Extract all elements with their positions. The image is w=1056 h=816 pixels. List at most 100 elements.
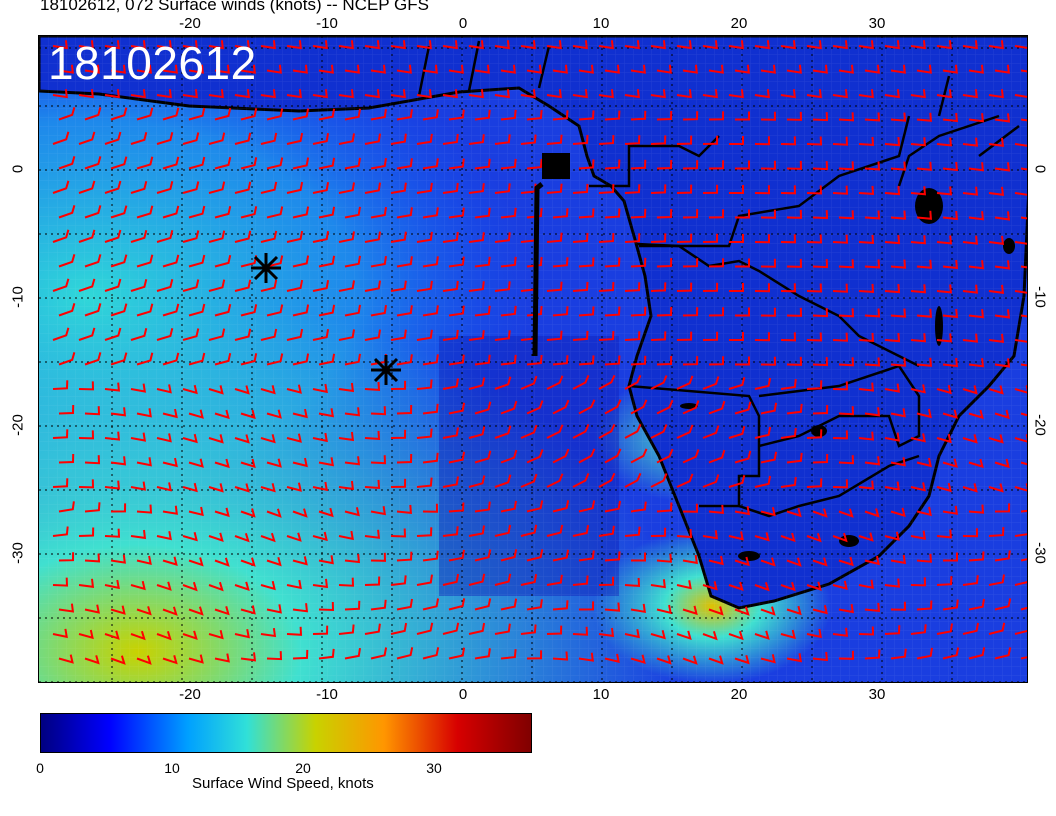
wind-barb (968, 409, 984, 420)
wind-barb (526, 500, 544, 513)
wind-barb (968, 211, 985, 221)
wind-barb (994, 358, 1011, 368)
wind-barb (416, 182, 433, 194)
wind-barb (786, 653, 803, 663)
wind-barb (52, 131, 70, 145)
wind-barb (864, 210, 881, 220)
wind-barb (910, 186, 926, 196)
wind-barb (760, 402, 778, 415)
wind-barb (754, 332, 771, 342)
wind-barb (78, 40, 94, 50)
wind-barb (234, 328, 252, 341)
wind-barb (182, 482, 198, 493)
wind-barb (890, 408, 906, 418)
wind-barb (312, 280, 330, 292)
wind-barb (890, 648, 907, 660)
wind-barb (624, 526, 641, 537)
wind-barb (630, 399, 648, 415)
wind-barb (442, 133, 459, 145)
wind-barb (416, 133, 433, 145)
wind-barb (318, 457, 335, 467)
wind-barb (130, 89, 146, 99)
wind-barb (1020, 558, 1027, 562)
wind-barb (266, 64, 282, 74)
wind-barb (162, 556, 178, 566)
wind-barb (864, 357, 881, 367)
wind-barb (806, 185, 823, 195)
wind-barb (786, 160, 803, 170)
wind-barb (572, 89, 588, 99)
wind-barb (994, 211, 1011, 221)
wind-barb (780, 581, 796, 592)
wind-barb (780, 332, 797, 342)
wind-barb (266, 206, 284, 219)
wind-barb (936, 186, 953, 196)
wind-barb (84, 455, 101, 465)
wind-barb (1020, 656, 1027, 660)
wind-barb (104, 40, 120, 50)
wind-barb (494, 232, 511, 243)
wind-barb (396, 64, 412, 74)
wind-barb (312, 432, 328, 443)
wind-barb (500, 207, 517, 219)
wind-barb (624, 89, 640, 99)
wind-barb (214, 107, 232, 121)
wind-barb (396, 647, 414, 660)
colorbar (40, 713, 532, 753)
wind-barb (468, 622, 486, 635)
wind-barb (344, 157, 361, 170)
wind-barb (422, 305, 439, 317)
wind-barb (884, 625, 901, 635)
wind-barb (130, 383, 146, 393)
wind-barb (884, 383, 900, 393)
wind-barb (494, 281, 511, 292)
wind-barb (312, 531, 328, 542)
wind-barb (812, 308, 829, 318)
wind-barb (832, 627, 849, 637)
wind-barb (884, 432, 900, 442)
wind-map[interactable] (38, 35, 1028, 683)
wind-barb (286, 89, 302, 99)
lat-tick-right: -20 (1031, 414, 1049, 436)
wind-barb (988, 235, 1005, 245)
wind-barb (624, 184, 641, 194)
wind-barb (630, 64, 646, 74)
wind-barb (214, 653, 230, 663)
wind-barb (806, 136, 823, 146)
wind-barb (214, 303, 232, 317)
wind-barb (84, 156, 102, 170)
wind-barb (604, 208, 621, 219)
wind-barb (1014, 629, 1027, 635)
wind-barb (676, 135, 693, 145)
wind-barb (286, 40, 302, 50)
wind-barb (630, 654, 646, 664)
wind-barb (838, 357, 855, 367)
wind-barb (182, 531, 198, 542)
wind-barb (936, 482, 952, 493)
wind-barb (442, 280, 459, 292)
wind-barb (864, 602, 880, 613)
wind-barb (968, 458, 984, 469)
island-marker-st-helena (251, 253, 281, 283)
wind-barb (910, 40, 926, 50)
wind-barb (364, 182, 381, 194)
wind-barb (136, 457, 152, 467)
wind-barb (344, 647, 361, 660)
wind-barb (838, 210, 855, 220)
wind-barb (344, 255, 361, 268)
wind-barb (474, 549, 492, 562)
wind-barb (318, 507, 334, 518)
wind-barb (526, 650, 543, 660)
wind-barb (994, 409, 1010, 420)
wind-barb (650, 629, 666, 640)
wind-barb (84, 604, 100, 614)
wind-barb (266, 157, 284, 170)
wind-barb (474, 158, 491, 170)
wind-barb (448, 109, 465, 121)
wind-barb (780, 476, 797, 488)
wind-barb (78, 278, 96, 292)
wind-barb (494, 524, 512, 537)
wind-barb (942, 64, 958, 74)
wind-barb (156, 384, 172, 394)
wind-barb (682, 554, 698, 565)
